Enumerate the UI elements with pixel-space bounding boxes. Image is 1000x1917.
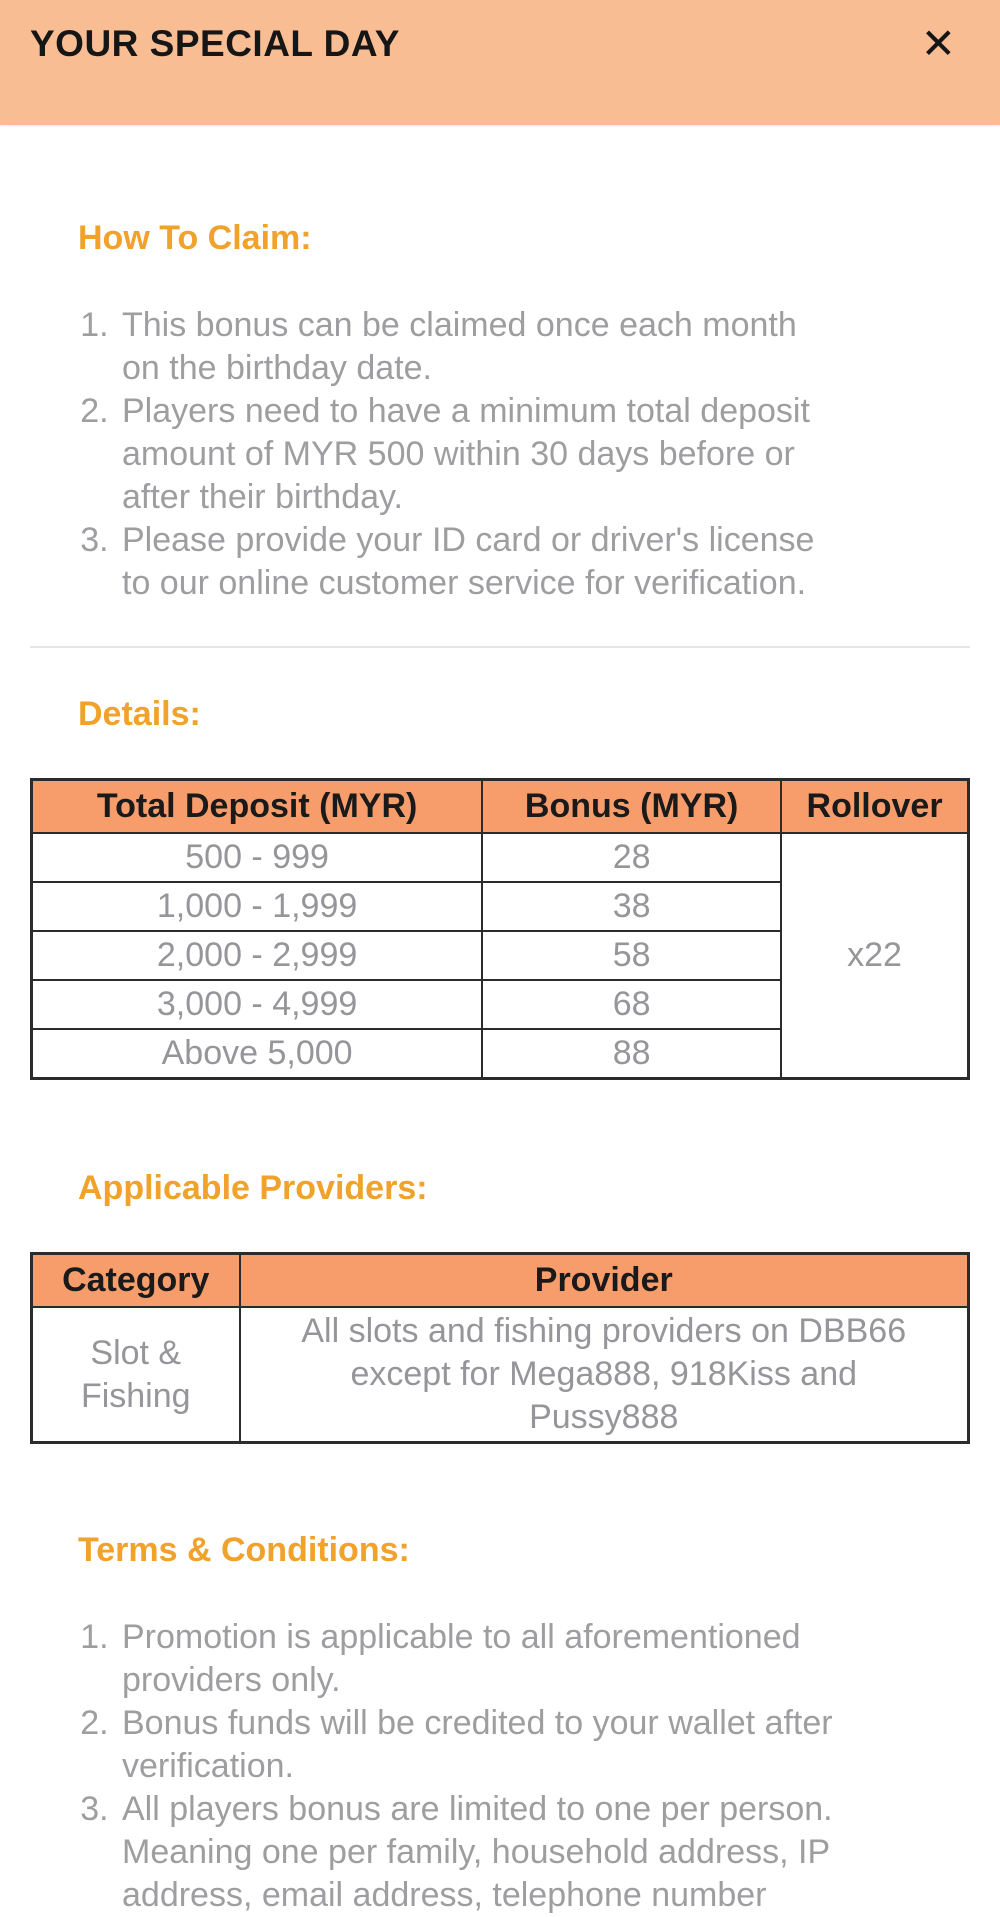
table-row: 2,000 - 2,999 58: [30, 930, 969, 981]
table-header-row: Total Deposit (MYR) Bonus (MYR) Rollover: [30, 778, 970, 834]
terms-heading: Terms & Conditions:: [78, 1531, 410, 1569]
table-header-row: Category Provider: [30, 1252, 970, 1308]
section-how-to-claim: How To Claim: This bonus can be claimed …: [30, 220, 970, 605]
section-terms: Terms & Conditions: Promotion is applica…: [30, 1532, 970, 1917]
bonus-cell: 28: [481, 832, 783, 883]
how-to-claim-list: This bonus can be claimed once each mont…: [30, 304, 833, 605]
list-item: This bonus can be claimed once each mont…: [118, 304, 833, 390]
list-item: All players bonus are limited to one per…: [118, 1788, 833, 1917]
deposit-cell: 500 - 999: [30, 832, 484, 883]
providers-heading: Applicable Providers:: [78, 1169, 428, 1207]
column-header-rollover: Rollover: [780, 778, 970, 834]
column-header-deposit: Total Deposit (MYR): [30, 778, 484, 834]
provider-cell: All slots and fishing providers on DBB66…: [238, 1306, 970, 1444]
section-details: Details: Total Deposit (MYR) Bonus (MYR)…: [30, 696, 970, 1080]
list-item: Bonus funds will be credited to your wal…: [118, 1702, 833, 1788]
list-item: Promotion is applicable to all aforement…: [118, 1616, 833, 1702]
bonus-cell: 58: [481, 930, 783, 981]
bonus-cell: 68: [481, 979, 783, 1030]
deposit-cell: 1,000 - 1,999: [30, 881, 484, 932]
list-item: Please provide your ID card or driver's …: [118, 519, 833, 605]
modal-content: How To Claim: This bonus can be claimed …: [0, 220, 1000, 1917]
deposit-cell: 3,000 - 4,999: [30, 979, 484, 1030]
modal-title: YOUR SPECIAL DAY: [30, 23, 400, 64]
list-item: Players need to have a minimum total dep…: [118, 390, 833, 519]
modal-header: YOUR SPECIAL DAY ✕: [0, 0, 1000, 125]
category-cell: Slot & Fishing: [30, 1306, 241, 1444]
bonus-cell: 88: [481, 1028, 783, 1080]
table-row: 3,000 - 4,999 68: [30, 979, 969, 1030]
bonus-cell: 38: [481, 881, 783, 932]
table-row: 1,000 - 1,999 38: [30, 881, 969, 932]
providers-table: Category Provider Slot & Fishing All slo…: [30, 1252, 970, 1444]
terms-list: Promotion is applicable to all aforement…: [30, 1616, 833, 1917]
section-providers: Applicable Providers: Category Provider …: [30, 1170, 970, 1444]
rollover-cell: x22: [780, 832, 970, 1080]
details-table: Total Deposit (MYR) Bonus (MYR) Rollover…: [30, 778, 970, 1080]
close-button[interactable]: ✕: [921, 22, 956, 66]
deposit-cell: Above 5,000: [30, 1028, 484, 1080]
table-row: 500 - 999 28 x22: [30, 832, 970, 1080]
column-header-category: Category: [30, 1252, 241, 1308]
table-row: Above 5,000 88: [30, 1028, 969, 1080]
close-icon: ✕: [920, 19, 956, 68]
column-header-bonus: Bonus (MYR): [481, 778, 783, 834]
deposit-cell: 2,000 - 2,999: [30, 930, 484, 981]
column-header-provider: Provider: [238, 1252, 970, 1308]
how-to-claim-heading: How To Claim:: [78, 219, 312, 257]
details-heading: Details:: [78, 695, 201, 733]
table-row: Slot & Fishing All slots and fishing pro…: [30, 1306, 970, 1444]
section-divider: [30, 646, 970, 648]
